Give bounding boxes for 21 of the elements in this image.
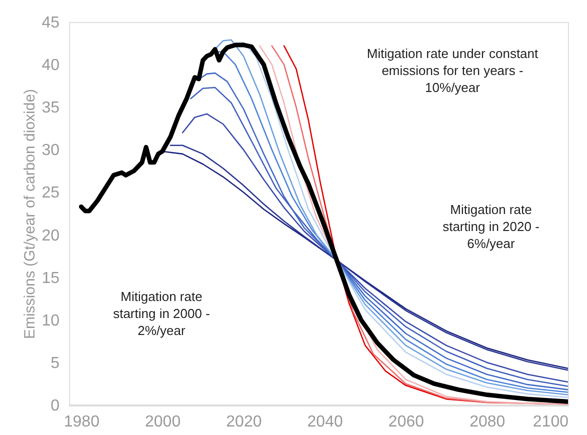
y-tick-label: 10 [42, 312, 60, 330]
y-tick-label: 40 [42, 57, 60, 74]
x-tick-label: 2020 [226, 414, 262, 430]
x-tick-label: 1980 [64, 414, 100, 430]
y-tick-label: 15 [42, 270, 60, 287]
y-tick-label: 20 [42, 227, 60, 244]
x-tick-label: 2100 [532, 414, 569, 430]
y-tick-label: 45 [42, 14, 60, 32]
x-tick-label: 2060 [388, 414, 424, 430]
y-tick-label: 0 [50, 398, 60, 414]
y-tick-label: 30 [42, 142, 60, 160]
x-tick-label: 2080 [470, 414, 506, 430]
x-tick-label: 2000 [145, 414, 181, 430]
y-axis-title: Emissions (Gt/year of carbon dioxide) [22, 88, 39, 340]
annotation: Mitigation rate under constant emissions for ten years - 10%/year [366, 46, 539, 95]
annotation: Mitigation rate starting in 2020 - 6%/year [442, 202, 540, 251]
y-tick-label: 25 [42, 184, 60, 202]
y-tick-label: 35 [42, 100, 60, 117]
y-tick-label: 5 [50, 354, 60, 372]
x-tick-label: 2040 [307, 414, 343, 430]
annotation: Mitigation rate starting in 2000 - 2%/year [113, 289, 210, 338]
